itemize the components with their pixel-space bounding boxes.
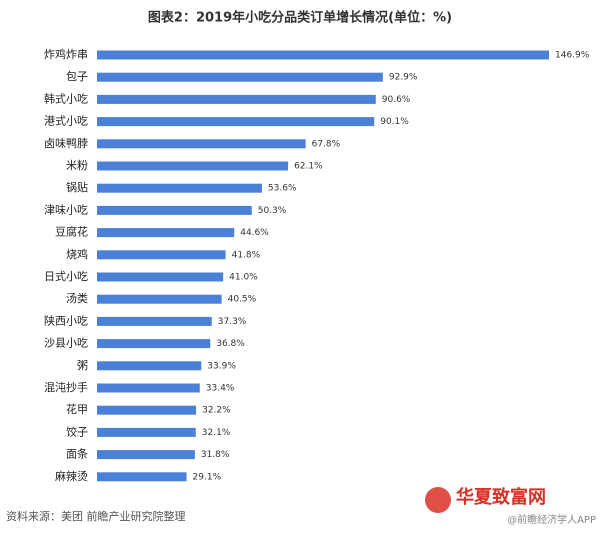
value-label: 37.3% <box>218 317 247 327</box>
value-label: 40.5% <box>228 295 257 305</box>
bar <box>97 228 235 238</box>
category-label: 日式小吃 <box>44 270 88 283</box>
bar <box>97 183 262 193</box>
category-label: 韩式小吃 <box>44 91 88 105</box>
value-label: 41.0% <box>229 273 258 283</box>
category-label: 锅贴 <box>66 180 88 194</box>
value-label: 67.8% <box>312 139 341 149</box>
bar <box>97 361 202 371</box>
value-label: 29.1% <box>193 472 222 482</box>
bar <box>97 72 383 82</box>
category-label: 饺子 <box>66 424 88 438</box>
value-label: 32.1% <box>202 428 231 438</box>
value-label: 146.9% <box>555 51 590 61</box>
value-label: 44.6% <box>240 228 269 238</box>
value-label: 33.9% <box>207 361 236 371</box>
source-note: 资料来源：美团 前瞻产业研究院整理 <box>6 509 186 523</box>
category-label: 汤类 <box>66 291 88 305</box>
category-label: 麻辣烫 <box>55 469 88 483</box>
bar <box>97 450 195 460</box>
value-label: 41.8% <box>232 250 261 260</box>
bar <box>97 205 252 215</box>
watermark-sub: @前瞻经济学人APP <box>507 513 596 526</box>
category-label: 豆腐花 <box>55 225 88 239</box>
value-label: 62.1% <box>294 162 323 172</box>
bar <box>97 50 549 60</box>
category-label: 混沌抄手 <box>44 380 88 394</box>
bar <box>97 339 211 349</box>
value-label: 36.8% <box>216 339 245 349</box>
category-label: 米粉 <box>66 159 88 172</box>
bar <box>97 472 187 482</box>
value-label: 32.2% <box>202 406 231 416</box>
category-label: 陕西小吃 <box>44 313 88 327</box>
value-label: 90.6% <box>382 95 411 105</box>
bar <box>97 139 306 149</box>
watermark-logo <box>425 487 451 513</box>
bar <box>97 294 222 304</box>
value-label: 33.4% <box>206 384 235 394</box>
chart-title: 图表2：2019年小吃分品类订单增长情况(单位：%) <box>148 10 452 26</box>
category-label: 卤味鸭脖 <box>44 137 88 150</box>
category-label: 津味小吃 <box>44 203 88 216</box>
category-label: 面条 <box>66 447 88 461</box>
watermark: 华夏致富网 <box>456 486 546 508</box>
bar <box>97 272 224 282</box>
bar <box>97 250 226 260</box>
category-label: 花甲 <box>66 403 88 416</box>
value-label: 90.1% <box>380 117 409 127</box>
bar <box>97 94 376 104</box>
category-label: 烧鸡 <box>66 247 88 261</box>
category-label: 粥 <box>77 359 88 372</box>
bar <box>97 161 289 171</box>
value-label: 31.8% <box>201 450 230 460</box>
category-label: 包子 <box>66 70 88 83</box>
value-label: 50.3% <box>258 206 287 216</box>
value-label: 53.6% <box>268 184 297 194</box>
category-label: 炸鸡炸串 <box>44 47 88 61</box>
category-label: 沙县小吃 <box>44 337 88 350</box>
bar <box>97 427 196 437</box>
bar <box>97 316 212 326</box>
bar <box>97 405 197 415</box>
bar <box>97 117 375 127</box>
bar <box>97 383 200 393</box>
value-label: 92.9% <box>389 73 418 83</box>
category-label: 港式小吃 <box>44 115 88 128</box>
